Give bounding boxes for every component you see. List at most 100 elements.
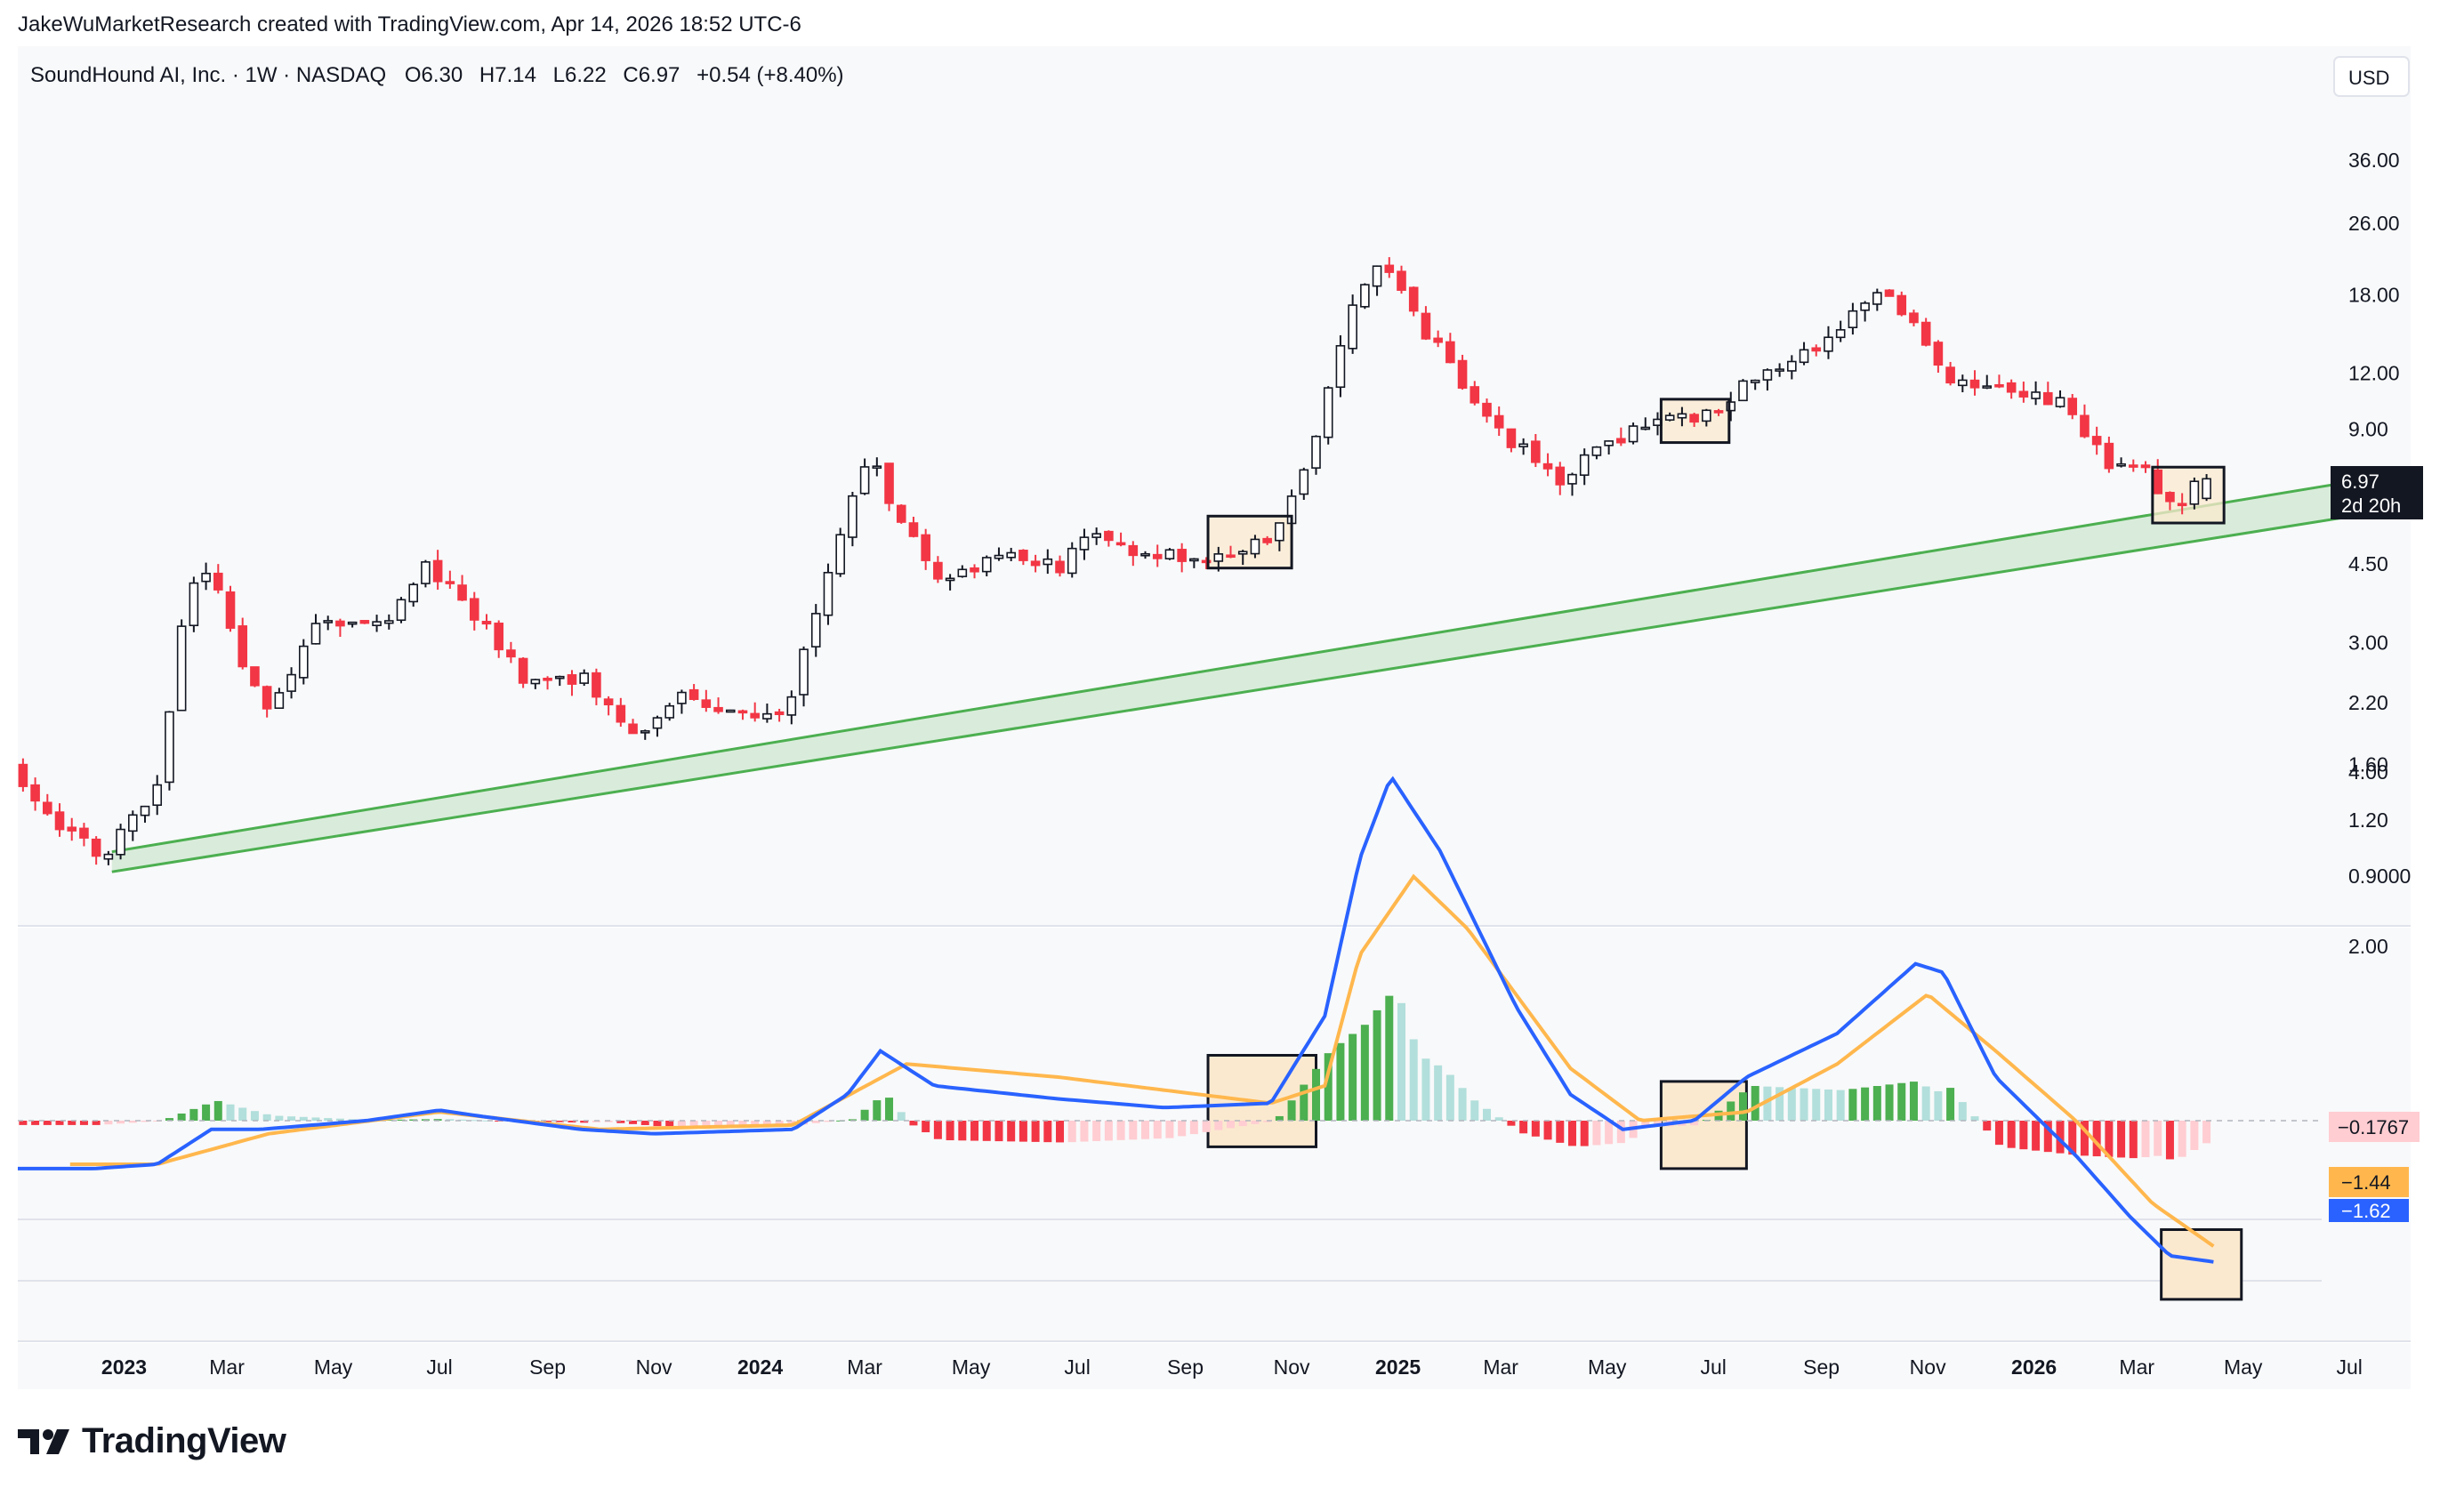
candle-down bbox=[2129, 464, 2138, 468]
histogram-bar bbox=[2190, 1121, 2199, 1151]
candle-up bbox=[1738, 380, 1748, 402]
time-label-month: Sep bbox=[529, 1355, 566, 1379]
histogram-bar bbox=[1605, 1121, 1614, 1145]
support-channel-lower-line[interactable] bbox=[111, 511, 2374, 873]
candle-down bbox=[1104, 530, 1114, 542]
price-tick-label: 1.20 bbox=[2348, 808, 2388, 832]
candle-down bbox=[2067, 398, 2078, 415]
support-channel-upper-line[interactable] bbox=[111, 476, 2374, 854]
candle-down bbox=[1421, 312, 1431, 340]
histogram-bar bbox=[1067, 1121, 1076, 1143]
candle-up bbox=[859, 466, 870, 495]
histogram-bar bbox=[580, 1121, 589, 1123]
histogram-bar bbox=[348, 1119, 357, 1121]
histogram-bar bbox=[848, 1119, 857, 1121]
histogram-bar bbox=[2092, 1121, 2101, 1157]
histogram-bar bbox=[1543, 1121, 1552, 1140]
candle-up bbox=[1750, 379, 1760, 383]
histogram-bar bbox=[958, 1121, 967, 1141]
candle-down bbox=[54, 811, 65, 831]
candle-up bbox=[2116, 462, 2126, 467]
candle-down bbox=[1969, 379, 1980, 389]
histogram-bar bbox=[1909, 1082, 1918, 1121]
histogram-bar bbox=[1349, 1034, 1357, 1121]
macd-value-bg bbox=[2329, 1199, 2409, 1222]
candle-down bbox=[1433, 337, 1443, 343]
histogram-bar bbox=[2080, 1121, 2089, 1156]
tradingview-logo[interactable]: TradingView bbox=[18, 1421, 286, 1461]
histogram-bar bbox=[43, 1121, 52, 1125]
macd-axis[interactable]: 2.00 4.00 bbox=[2348, 760, 2388, 958]
histogram-bar bbox=[238, 1107, 247, 1121]
histogram-bar bbox=[982, 1121, 991, 1141]
macd-highlight-box bbox=[2160, 1228, 2243, 1301]
currency-button[interactable]: USD bbox=[2333, 56, 2410, 97]
candle-up bbox=[116, 828, 125, 856]
candle-up bbox=[286, 673, 296, 692]
histogram-bar bbox=[1800, 1088, 1808, 1121]
time-label-month: Nov bbox=[1274, 1355, 1310, 1379]
histogram-bar bbox=[1421, 1058, 1430, 1121]
candle-up bbox=[848, 495, 858, 538]
histogram-bar bbox=[1616, 1121, 1625, 1144]
histogram-bar bbox=[1165, 1121, 1174, 1138]
candle-down bbox=[896, 504, 906, 523]
candle-up bbox=[347, 621, 358, 625]
histogram-bar bbox=[1019, 1121, 1027, 1142]
price-axis[interactable]: 0.9000 1.20 1.60 2.20 3.00 4.50 9.00 12.00 18.00… bbox=[2348, 149, 2411, 888]
histogram-bar bbox=[909, 1121, 918, 1126]
histogram-bar bbox=[1861, 1087, 1870, 1121]
candle-down bbox=[1397, 270, 1406, 291]
candle-down bbox=[1542, 462, 1553, 470]
price-tick-label: 4.50 bbox=[2348, 552, 2388, 575]
tradingview-logo-text: TradingView bbox=[82, 1421, 286, 1460]
price-tick-label: 12.00 bbox=[2348, 362, 2400, 385]
candle-down bbox=[1470, 386, 1480, 404]
candle-down bbox=[1896, 294, 1907, 316]
histogram-bar bbox=[2105, 1121, 2114, 1157]
candle-up bbox=[725, 709, 736, 713]
histogram-bar bbox=[653, 1121, 662, 1127]
histogram-bar bbox=[897, 1112, 906, 1121]
histogram-bar bbox=[568, 1121, 576, 1122]
bar-countdown: 2d 20h bbox=[2341, 495, 2401, 517]
candle-up bbox=[1091, 533, 1101, 538]
candle-down bbox=[713, 706, 723, 712]
candle-up bbox=[677, 691, 687, 704]
candle-down bbox=[2177, 503, 2187, 507]
histogram-bar bbox=[2032, 1121, 2041, 1151]
histogram-bar bbox=[1458, 1088, 1467, 1121]
candle-up bbox=[1604, 440, 1614, 446]
histogram-bar bbox=[128, 1121, 137, 1123]
histogram-bar bbox=[1373, 1009, 1381, 1121]
candle-down bbox=[1445, 341, 1455, 364]
candle-down bbox=[933, 561, 943, 580]
candle-up bbox=[298, 645, 309, 679]
price-tick-label: 3.00 bbox=[2348, 631, 2388, 654]
time-label-year: 2023 bbox=[101, 1355, 147, 1379]
candle-up bbox=[1835, 329, 1846, 339]
histogram-bar bbox=[202, 1104, 211, 1121]
macd-line bbox=[18, 776, 2214, 1264]
candle-up bbox=[554, 675, 565, 680]
histogram-bar bbox=[2056, 1121, 2065, 1154]
candle-down bbox=[79, 827, 89, 839]
histogram-bar bbox=[860, 1109, 869, 1121]
price-pane[interactable] bbox=[18, 46, 2411, 925]
currency-button-frame[interactable] bbox=[2333, 56, 2410, 97]
candle-up bbox=[1824, 336, 1833, 352]
candle-down bbox=[2140, 464, 2151, 469]
time-axis[interactable] bbox=[18, 1343, 2411, 1389]
candle-down bbox=[1019, 550, 1028, 561]
histogram-bar bbox=[311, 1117, 320, 1121]
time-label-month: May bbox=[2224, 1355, 2263, 1379]
histogram-bar bbox=[1897, 1082, 1906, 1121]
time-label-month: Mar bbox=[2119, 1355, 2154, 1379]
candle-up bbox=[1311, 435, 1321, 469]
candle-up bbox=[664, 704, 674, 719]
candle-up bbox=[1237, 551, 1248, 555]
histogram-bar bbox=[1592, 1121, 1601, 1146]
histogram-bar bbox=[1238, 1121, 1247, 1127]
histogram-bar bbox=[1251, 1121, 1260, 1124]
